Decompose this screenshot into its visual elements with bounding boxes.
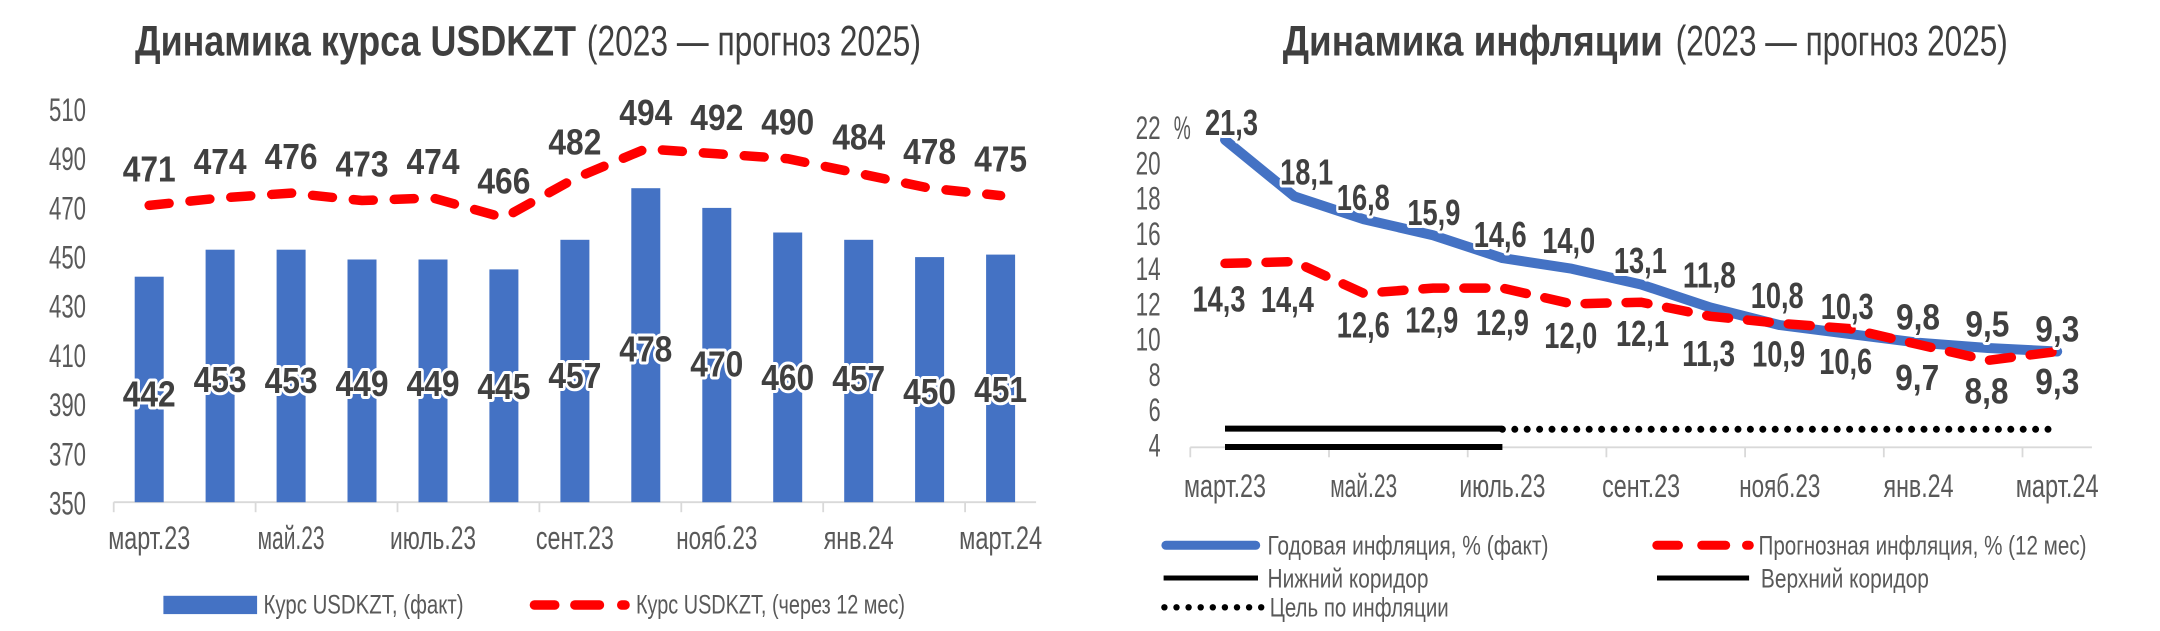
- svg-text:март.23: март.23: [1184, 468, 1266, 504]
- svg-text:9,3: 9,3: [2035, 361, 2079, 402]
- svg-text:нояб.23: нояб.23: [676, 520, 757, 556]
- svg-text:12,6: 12,6: [1337, 304, 1390, 345]
- svg-text:457: 457: [548, 355, 601, 396]
- svg-text:Цель по инфляции: Цель по инфляции: [1270, 593, 1449, 623]
- svg-text:8,8: 8,8: [1965, 370, 2009, 411]
- svg-text:12,0: 12,0: [1544, 315, 1597, 356]
- svg-text:466: 466: [477, 161, 530, 202]
- svg-text:21,3: 21,3: [1205, 102, 1258, 143]
- svg-text:%: %: [1174, 110, 1191, 146]
- svg-text:492: 492: [690, 97, 743, 138]
- svg-text:15,9: 15,9: [1407, 192, 1460, 233]
- svg-text:490: 490: [49, 141, 86, 177]
- svg-text:22: 22: [1136, 110, 1161, 146]
- svg-text:460: 460: [761, 357, 814, 398]
- svg-text:10,3: 10,3: [1821, 286, 1874, 327]
- svg-text:9,5: 9,5: [1965, 304, 2009, 345]
- svg-text:май.23: май.23: [258, 520, 325, 556]
- svg-text:11,3: 11,3: [1682, 333, 1735, 374]
- svg-text:470: 470: [49, 190, 86, 226]
- svg-text:14,3: 14,3: [1193, 279, 1246, 320]
- svg-text:449: 449: [407, 363, 460, 404]
- svg-text:478: 478: [619, 329, 672, 370]
- svg-text:484: 484: [832, 116, 885, 157]
- svg-text:474: 474: [194, 141, 247, 182]
- svg-text:490: 490: [761, 102, 814, 143]
- svg-text:14,4: 14,4: [1261, 279, 1314, 320]
- svg-text:нояб.23: нояб.23: [1739, 468, 1820, 504]
- svg-text:Курс USDKZT, (через 12 мес): Курс USDKZT, (через 12 мес): [636, 590, 905, 620]
- svg-text:10,8: 10,8: [1751, 275, 1804, 316]
- svg-text:май.23: май.23: [1330, 468, 1397, 504]
- svg-text:Нижний коридор: Нижний коридор: [1268, 563, 1429, 593]
- svg-text:450: 450: [903, 371, 956, 412]
- svg-text:390: 390: [49, 387, 86, 423]
- svg-text:442: 442: [123, 373, 176, 414]
- svg-text:11,8: 11,8: [1683, 255, 1736, 296]
- svg-text:Верхний коридор: Верхний коридор: [1761, 563, 1929, 593]
- svg-text:18,1: 18,1: [1280, 151, 1333, 192]
- svg-text:12,1: 12,1: [1616, 313, 1669, 354]
- svg-text:Динамика инфляции: Динамика инфляции: [1283, 18, 1663, 66]
- svg-text:16,8: 16,8: [1337, 177, 1390, 218]
- svg-text:(2023 — прогноз 2025): (2023 — прогноз 2025): [587, 18, 921, 66]
- svg-text:453: 453: [194, 359, 247, 400]
- svg-text:410: 410: [49, 338, 86, 374]
- svg-text:450: 450: [49, 240, 86, 276]
- svg-text:14,0: 14,0: [1542, 220, 1595, 261]
- svg-text:445: 445: [477, 366, 530, 407]
- svg-text:12,9: 12,9: [1476, 302, 1529, 343]
- svg-text:март.24: март.24: [959, 520, 1042, 556]
- svg-text:март.23: март.23: [108, 520, 190, 556]
- svg-text:510: 510: [49, 92, 86, 128]
- svg-text:янв.24: янв.24: [824, 520, 894, 556]
- svg-text:9,7: 9,7: [1895, 357, 1939, 398]
- svg-text:457: 457: [832, 358, 885, 399]
- svg-text:июль.23: июль.23: [390, 520, 476, 556]
- svg-text:14,6: 14,6: [1474, 214, 1527, 255]
- svg-text:430: 430: [49, 289, 86, 325]
- svg-text:476: 476: [265, 136, 318, 177]
- svg-text:9,8: 9,8: [1896, 297, 1940, 338]
- svg-text:18: 18: [1136, 181, 1161, 217]
- svg-text:Прогнозная инфляция, % (12 мес: Прогнозная инфляция, % (12 мес): [1759, 531, 2087, 561]
- svg-text:350: 350: [49, 486, 86, 522]
- svg-text:478: 478: [903, 131, 956, 172]
- svg-text:16: 16: [1136, 216, 1161, 252]
- svg-text:474: 474: [407, 141, 460, 182]
- svg-text:6: 6: [1149, 392, 1161, 428]
- svg-text:471: 471: [123, 148, 176, 189]
- svg-text:Годовая инфляция, % (факт): Годовая инфляция, % (факт): [1268, 531, 1549, 561]
- svg-text:8: 8: [1149, 357, 1161, 393]
- svg-text:12: 12: [1136, 286, 1161, 322]
- svg-text:9,3: 9,3: [2035, 309, 2079, 350]
- svg-text:(2023 — прогноз 2025): (2023 — прогноз 2025): [1676, 18, 2008, 66]
- svg-text:482: 482: [548, 121, 601, 162]
- svg-text:451: 451: [974, 369, 1027, 410]
- svg-text:янв.24: янв.24: [1884, 468, 1954, 504]
- svg-text:10,6: 10,6: [1819, 341, 1872, 382]
- svg-text:494: 494: [619, 92, 672, 133]
- svg-text:март.24: март.24: [2016, 468, 2099, 504]
- svg-text:4: 4: [1149, 428, 1161, 464]
- svg-text:453: 453: [265, 360, 318, 401]
- svg-text:470: 470: [690, 344, 743, 385]
- svg-text:сент.23: сент.23: [536, 520, 614, 556]
- svg-text:13,1: 13,1: [1614, 240, 1667, 281]
- svg-text:сент.23: сент.23: [1602, 468, 1680, 504]
- svg-text:14: 14: [1136, 251, 1161, 287]
- svg-text:475: 475: [974, 139, 1027, 180]
- svg-text:июль.23: июль.23: [1459, 468, 1545, 504]
- svg-text:Динамика курса USDKZT: Динамика курса USDKZT: [135, 18, 576, 66]
- svg-text:370: 370: [49, 436, 86, 472]
- svg-text:20: 20: [1136, 145, 1161, 181]
- svg-text:Курс USDKZT, (факт): Курс USDKZT, (факт): [264, 590, 464, 620]
- svg-text:12,9: 12,9: [1405, 300, 1458, 341]
- svg-text:10,9: 10,9: [1752, 334, 1805, 375]
- svg-text:10: 10: [1136, 322, 1161, 358]
- svg-text:473: 473: [336, 144, 389, 185]
- svg-text:449: 449: [336, 363, 389, 404]
